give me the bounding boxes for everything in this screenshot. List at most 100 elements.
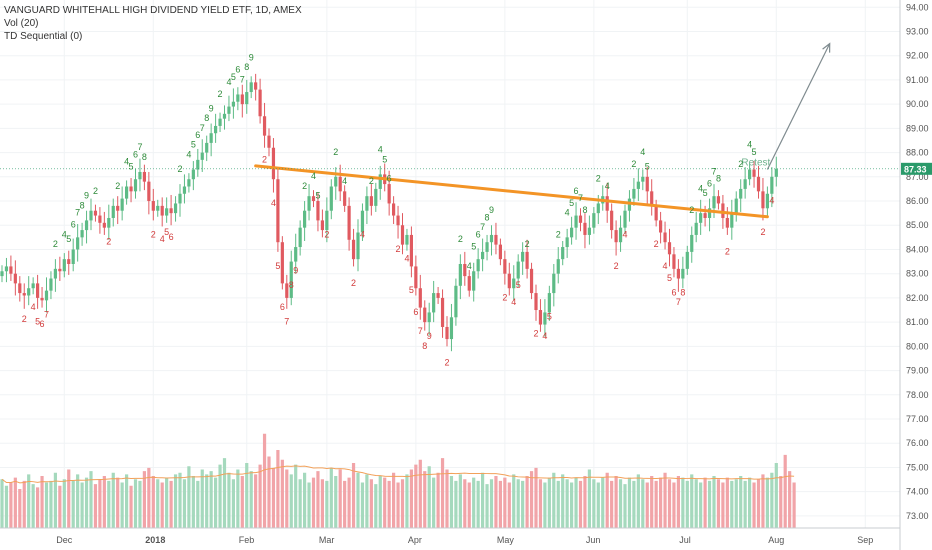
candle-body — [641, 176, 645, 182]
td-count-down: 6 — [413, 307, 418, 317]
candle-body — [343, 191, 347, 206]
candle-body — [543, 312, 547, 325]
candle-body — [111, 205, 115, 218]
volume-bar — [133, 479, 138, 528]
td-count-up: 4 — [226, 77, 231, 87]
volume-bar — [699, 482, 703, 528]
candle-body — [356, 232, 360, 260]
candle-body — [565, 237, 569, 248]
td-count-down: 2 — [534, 329, 539, 339]
td-count-up: 4 — [342, 176, 347, 186]
td-count-up: 4 — [640, 147, 645, 157]
volume-bar — [596, 482, 600, 528]
candle-body — [262, 116, 267, 136]
volume-bar — [614, 476, 618, 528]
td-count-up: 2 — [458, 234, 463, 244]
candle-body — [303, 210, 307, 228]
td-count-up: 2 — [369, 176, 374, 186]
volume-bar — [716, 479, 721, 528]
td-count-up: 2 — [333, 147, 338, 157]
y-tick-label: 87.00 — [906, 172, 929, 182]
candle-body — [529, 268, 534, 294]
volume-bar — [538, 479, 543, 528]
td-count-up: 6 — [195, 130, 200, 140]
td-count-up: 6 — [133, 149, 138, 159]
legend-title: VANGUARD WHITEHALL HIGH DIVIDEND YIELD E… — [4, 5, 302, 16]
x-tick-label: Dec — [56, 535, 73, 545]
td-count-up: 6 — [476, 229, 481, 239]
td-count-down: 4 — [160, 234, 165, 244]
candle-body — [476, 259, 480, 272]
candle-body — [67, 259, 71, 264]
x-tick-label: Mar — [319, 535, 335, 545]
y-tick-label: 86.00 — [906, 196, 929, 206]
volume-bar — [659, 477, 663, 528]
td-count-up: 8 — [582, 205, 587, 215]
candle-body — [623, 210, 627, 228]
candle-body — [712, 196, 716, 209]
candle-body — [360, 210, 365, 233]
td-count-up: 4 — [747, 140, 752, 150]
candle-body — [730, 213, 734, 228]
volume-bar — [685, 480, 689, 528]
candle-body — [756, 176, 761, 192]
volume-bar — [289, 474, 293, 528]
candle-body — [316, 201, 320, 221]
volume-bar — [489, 479, 494, 528]
volume-bar — [120, 482, 124, 528]
volume-bar — [534, 467, 538, 528]
td-count-up: 8 — [716, 174, 721, 184]
td-count-down: 7 — [44, 309, 49, 319]
candle-body — [472, 271, 476, 291]
td-count-up: 4 — [605, 181, 610, 191]
candle-body — [93, 210, 98, 216]
grid — [0, 0, 900, 528]
volume-bar — [80, 482, 84, 528]
candle-body — [440, 297, 445, 327]
volume-bar — [258, 464, 262, 528]
candle-body — [632, 188, 636, 199]
td-count-up: 2 — [218, 89, 223, 99]
td-count-down: 4 — [404, 254, 409, 264]
volume-bar — [294, 464, 298, 528]
candle-body — [690, 234, 694, 252]
volume-bar — [570, 482, 574, 528]
candle-body — [414, 266, 418, 289]
y-tick-label: 82.00 — [906, 293, 929, 303]
td-count-up: 2 — [525, 239, 530, 249]
candle-body — [338, 176, 342, 192]
candle-body — [703, 213, 707, 218]
volume-bar — [529, 471, 534, 528]
candle-body — [173, 203, 178, 214]
td-count-up: 6 — [707, 178, 712, 188]
td-count-up: 2 — [738, 159, 743, 169]
volume-bar — [667, 479, 672, 528]
candle-body — [27, 288, 31, 296]
volume-bar — [125, 474, 129, 528]
y-tick-label: 79.00 — [906, 366, 929, 376]
y-tick-label: 77.00 — [906, 414, 929, 424]
candle-body — [151, 201, 155, 211]
volume-bar — [792, 482, 796, 528]
candle-body — [160, 205, 164, 216]
volume-bar — [22, 480, 26, 528]
candle-body — [445, 326, 449, 340]
volume-bar — [173, 474, 178, 528]
td-count-up: 4 — [467, 261, 472, 271]
y-tick-label: 92.00 — [906, 51, 929, 61]
volume-bar — [676, 476, 680, 528]
td-count-down: 2 — [760, 227, 765, 237]
volume-bar — [129, 485, 133, 528]
td-count-up: 6 — [387, 174, 392, 184]
candle-body — [409, 234, 413, 267]
volume-bar — [409, 469, 413, 528]
y-tick-label: 75.00 — [906, 462, 929, 472]
retest-arrow-head — [822, 42, 831, 53]
td-count-up: 4 — [378, 145, 383, 155]
y-tick-label: 90.00 — [906, 99, 929, 109]
candle-body — [427, 312, 431, 323]
x-tick-label: 2018 — [145, 535, 165, 545]
volume-bar — [423, 471, 427, 528]
volume-bar — [467, 482, 471, 528]
